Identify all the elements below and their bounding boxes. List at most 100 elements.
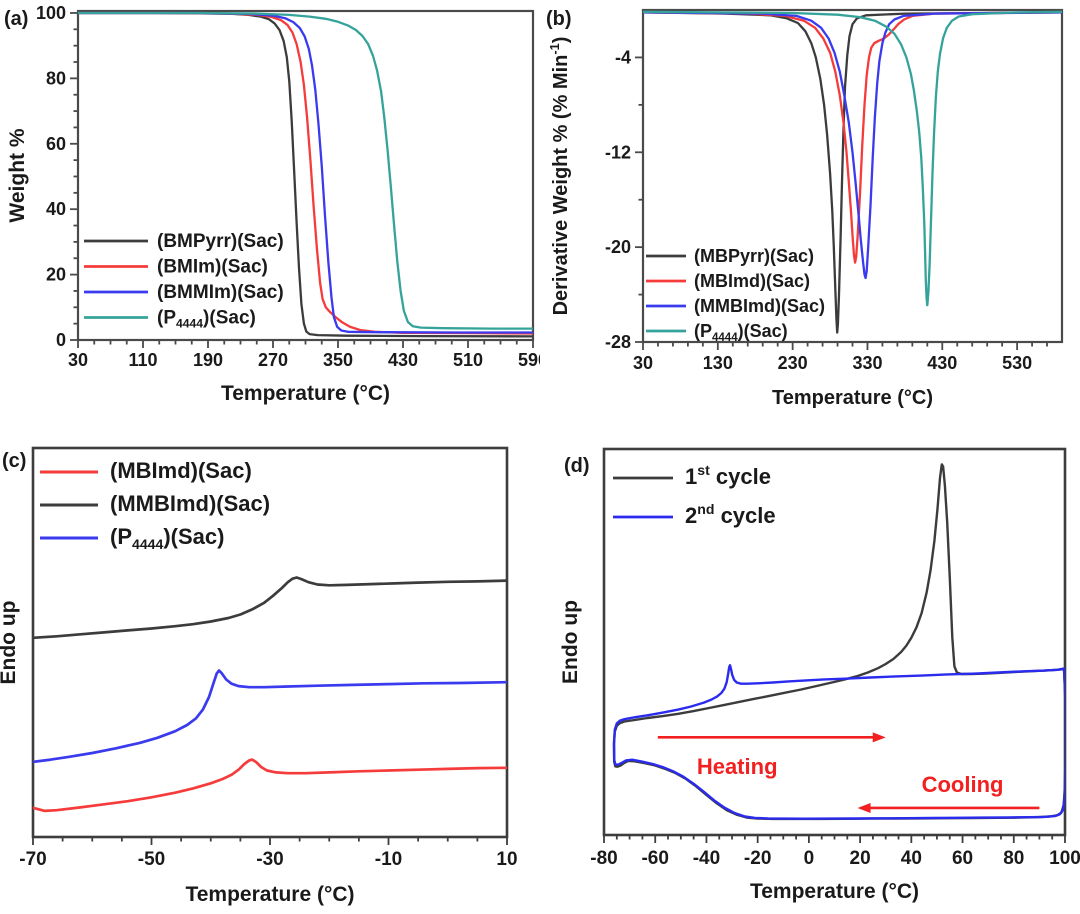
annotation-label: Cooling <box>922 772 1004 797</box>
y-tick-label-b: -20 <box>605 237 631 257</box>
legend-label: (MMBImd)(Sac) <box>694 296 825 316</box>
y-tick-label-a: 60 <box>46 134 66 154</box>
x-tick-label-d: 80 <box>1003 848 1024 869</box>
panel-c-dsc-chart: -70 -50 -30 -10 10 (MBImd)(Sac) (MMBImd)(Sac) (… <box>0 446 518 906</box>
y-tick-label-a: 20 <box>46 265 66 285</box>
x-tick-label-b: 430 <box>927 353 957 373</box>
arrowhead-icon <box>857 802 871 813</box>
series-group-c <box>33 576 507 813</box>
x-tick-label-d: 0 <box>804 848 815 869</box>
y-tick-label-b: -28 <box>605 332 631 352</box>
x-tick-label-a: 270 <box>258 350 288 370</box>
series-curve-a-1 <box>78 11 533 335</box>
x-tick-label-b: 330 <box>852 353 882 373</box>
x-tick-label-d: -20 <box>744 848 771 869</box>
series-curve-a-3 <box>78 11 533 330</box>
x-tick-label-c: -10 <box>375 849 402 870</box>
x-tick-label-a: 110 <box>128 350 157 370</box>
y-axis-title-c: Endo up <box>0 601 20 685</box>
x-tick-label-d: 60 <box>952 848 973 869</box>
x-tick-label-b: 130 <box>703 353 733 373</box>
x-tick-label-d: 100 <box>1049 848 1080 869</box>
series-group-a <box>78 11 533 338</box>
panel-d-dsc-cycles-chart: -80 -60 -40 -20 0 20 40 60 80 100 1st cycle 2nd cyc… <box>559 447 1080 903</box>
panel-label-c: (c) <box>2 450 26 472</box>
legend-label: (P4444)(Sac) <box>694 321 788 344</box>
x-tick-label-a: 430 <box>388 350 418 370</box>
x-tick-label-a: 350 <box>323 350 353 370</box>
annotation-heating-arrow: Heating <box>657 732 886 779</box>
x-tick-label-c: -70 <box>19 849 46 870</box>
y-tick-label-a: 100 <box>36 3 66 23</box>
x-tick-label-c: 10 <box>496 849 517 870</box>
legend-label: 1st cycle <box>685 462 771 489</box>
annotation-label: Heating <box>697 754 778 779</box>
series-curve-c-2 <box>33 669 507 764</box>
legend-a: (BMPyrr)(Sac) (BMIm)(Sac) (BMMIm)(Sac) (P44… <box>84 231 284 331</box>
legend-label: (BMMIm)(Sac) <box>157 282 284 303</box>
y-axis-title-b: Derivative Weight % (% Min-1) <box>547 37 572 316</box>
y-tick-label-b: -12 <box>605 142 631 162</box>
series-curve-d-0 <box>612 463 1065 821</box>
x-tick-label-d: -80 <box>590 848 617 869</box>
x-tick-label-a: 510 <box>453 350 483 370</box>
legend-c: (MBImd)(Sac) (MMBImd)(Sac) (P4444)(Sac) <box>40 458 270 552</box>
x-tick-label-c: -30 <box>256 849 283 870</box>
series-curve-b-0 <box>643 11 1062 334</box>
series-curve-c-0 <box>33 758 507 813</box>
axis-ticks-d <box>603 835 1066 843</box>
annotation-cooling-arrow: Cooling <box>857 772 1040 813</box>
x-tick-label-b: 30 <box>633 353 653 373</box>
x-tick-label-b: 530 <box>1002 353 1032 373</box>
axis-ticks-c <box>32 837 508 845</box>
panel-label-a: (a) <box>4 8 28 30</box>
legend-label: 2nd cycle <box>685 501 776 528</box>
axis-ticks-a <box>70 12 534 348</box>
legend-d: 1st cycle 2nd cycle <box>613 462 776 528</box>
x-tick-label-d: 40 <box>901 848 922 869</box>
y-tick-label-a: 40 <box>46 199 66 219</box>
y-axis-title-d: Endo up <box>559 600 582 684</box>
x-tick-label-c: -50 <box>138 849 165 870</box>
x-axis-title-c: Temperature (°C) <box>185 883 354 906</box>
x-axis-title-d: Temperature (°C) <box>750 880 919 903</box>
series-group-d <box>612 463 1065 821</box>
legend-label: (MBImd)(Sac) <box>110 458 252 483</box>
plot-border-b <box>641 8 1064 344</box>
series-curve-a-2 <box>78 11 533 334</box>
legend-label: (BMIm)(Sac) <box>157 257 268 278</box>
panel-label-b: (b) <box>546 8 572 30</box>
legend-label: (BMPyrr)(Sac) <box>157 231 284 252</box>
legend-label: (P4444)(Sac) <box>157 308 256 331</box>
legend-label: (MBImd)(Sac) <box>694 271 810 291</box>
series-curve-b-1 <box>643 11 1062 264</box>
axis-ticks-b <box>635 56 1048 350</box>
panel-b-derivative-weight-chart: 30 130 230 330 430 530 -4 -12 -20 -28 (MBPyrr)(Sac… <box>546 8 1064 409</box>
x-tick-label-d: -60 <box>641 848 668 869</box>
series-curve-b-2 <box>643 11 1062 280</box>
series-group-b <box>643 10 1062 334</box>
series-curve-d-1 <box>612 663 1065 820</box>
x-tick-label-a: 190 <box>193 350 223 370</box>
legend-label: (MMBImd)(Sac) <box>110 491 270 516</box>
x-tick-label-a: 590 <box>518 350 540 370</box>
y-axis-title-a: Weight % <box>6 128 29 222</box>
x-axis-title-a: Temperature (°C) <box>221 382 390 405</box>
series-curve-b-3 <box>643 10 1062 307</box>
panel-a-tga-weight-chart: 30 110 190 270 350 430 510 590 0 20 40 60 80 100 (BMPy… <box>4 3 540 405</box>
y-tick-label-b: -4 <box>615 47 631 67</box>
panel-label-d: (d) <box>564 455 590 477</box>
x-tick-label-d: 20 <box>850 848 871 869</box>
x-tick-label-a: 30 <box>68 350 88 370</box>
series-curve-c-1 <box>33 576 507 640</box>
series-curve-a-0 <box>78 11 533 338</box>
y-tick-label-a: 0 <box>56 330 66 350</box>
x-tick-label-b: 230 <box>778 353 808 373</box>
x-axis-title-b: Temperature (°C) <box>772 387 933 409</box>
legend-b: (MBPyrr)(Sac) (MBImd)(Sac) (MMBImd)(Sac) (P… <box>646 246 825 344</box>
legend-label: (MBPyrr)(Sac) <box>694 246 814 266</box>
arrowhead-icon <box>872 732 886 743</box>
x-tick-label-d: -40 <box>693 848 720 869</box>
y-tick-label-a: 80 <box>46 68 66 88</box>
